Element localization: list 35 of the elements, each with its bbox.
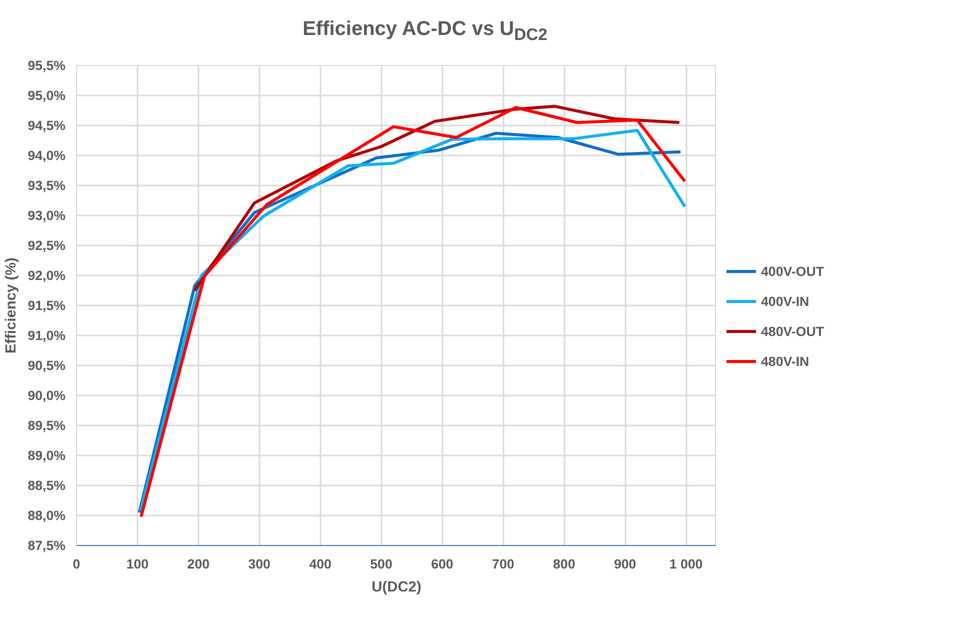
y-tick-label: 90,0% xyxy=(28,388,66,403)
x-tick-label: 500 xyxy=(370,556,392,572)
x-tick-label: 1 000 xyxy=(669,556,703,572)
legend-label: 480V-IN xyxy=(761,354,810,368)
y-tick-label: 91,0% xyxy=(28,328,66,343)
x-tick-label: 400 xyxy=(309,556,332,572)
y-tick-label: 92,0% xyxy=(28,268,66,283)
legend-label: 400V-OUT xyxy=(761,264,824,278)
y-axis-title: Efficiency (%) xyxy=(4,257,20,354)
x-axis-title: U(DC2) xyxy=(372,580,422,596)
y-tick-label: 93,0% xyxy=(28,208,66,223)
y-tick-label: 95,5% xyxy=(28,58,66,73)
y-tick-label: 89,5% xyxy=(28,418,66,433)
x-tick-label: 600 xyxy=(431,556,454,572)
x-tick-label: 200 xyxy=(187,556,210,572)
legend-label: 480V-OUT xyxy=(761,324,824,338)
y-tick-label: 95,0% xyxy=(28,88,66,103)
legend-label: 400V-IN xyxy=(761,294,810,308)
y-tick-label: 90,5% xyxy=(28,358,66,373)
x-tick-label: 100 xyxy=(126,556,149,572)
x-tick-label: 0 xyxy=(72,556,80,572)
y-tick-label: 94,5% xyxy=(28,118,66,133)
y-tick-label: 87,5% xyxy=(28,538,66,553)
x-tick-label: 800 xyxy=(553,556,576,572)
y-tick-label: 93,5% xyxy=(28,178,66,193)
y-tick-label: 89,0% xyxy=(28,448,66,463)
y-tick-label: 94,0% xyxy=(28,148,66,163)
x-tick-label: 700 xyxy=(492,556,514,572)
y-tick-label: 88,0% xyxy=(28,508,66,523)
y-tick-label: 92,5% xyxy=(28,238,66,253)
y-tick-label: 91,5% xyxy=(28,298,66,313)
x-tick-label: 300 xyxy=(248,556,270,572)
y-tick-label: 88,5% xyxy=(28,478,66,493)
chart-title: Efficiency AC-DC vs U$_{DC2}$ xyxy=(302,17,548,46)
x-tick-label: 900 xyxy=(614,556,636,572)
